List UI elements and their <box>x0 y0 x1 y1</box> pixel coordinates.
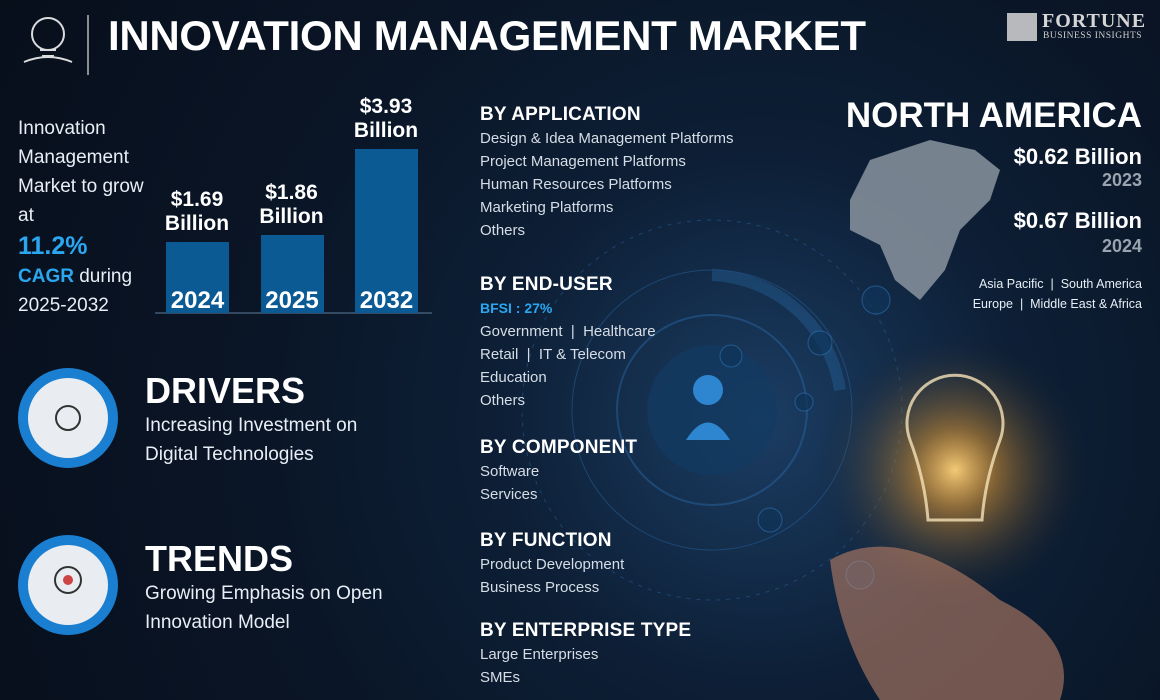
drivers-title: DRIVERS <box>145 370 306 411</box>
trends-text: Growing Emphasis on Open Innovation Mode… <box>145 583 383 633</box>
segment: BY APPLICATION Design & Idea Management … <box>480 103 733 242</box>
x-tick-label: 2025 <box>265 287 319 314</box>
segment-item: Human Resources Platforms <box>480 176 672 193</box>
value-label: $3.93 Billion <box>353 95 419 142</box>
segment-item: Business Process <box>480 579 600 596</box>
segment-item: Government | Healthcare <box>480 323 656 340</box>
region-year: 2024 <box>1101 236 1142 256</box>
segment-title: BY ENTERPRISE TYPE <box>480 620 692 641</box>
segment-item: Education <box>480 369 547 386</box>
segment: BY FUNCTION Product Development Business… <box>480 529 624 599</box>
trends-title: TRENDS <box>145 538 294 579</box>
brand: FORTUNE <box>1042 10 1147 32</box>
segment-item: Design & Idea Management Platforms <box>480 130 734 147</box>
region-title: NORTH AMERICA <box>845 96 1142 135</box>
segment-item: Project Management Platforms <box>480 153 686 170</box>
segment-title: BY END-USER <box>480 274 613 295</box>
segment: BY END-USER BFSI : 27% Government | Heal… <box>480 273 656 412</box>
cagr-period: during 2025-2032 <box>18 266 133 316</box>
cagr-label: CAGR <box>18 266 74 287</box>
bar <box>166 242 229 313</box>
segment-title: BY APPLICATION <box>480 104 641 125</box>
value-label: $1.69 Billion <box>164 188 230 236</box>
segment: BY COMPONENT Software Services <box>480 436 637 506</box>
brand-sub: BUSINESS INSIGHTS <box>1043 31 1143 41</box>
title: INNOVATION MANAGEMENT MARKET <box>108 12 866 59</box>
segment-item: Services <box>480 486 538 503</box>
bar <box>355 149 418 313</box>
segment-title: BY FUNCTION <box>480 530 612 551</box>
bar-chart: 2024 $1.69 Billion 2025 $1.86 Billion 2032 $3… <box>155 90 432 314</box>
drivers-text: Increasing Investment on Digital Technol… <box>145 415 358 465</box>
other-regions: Asia Pacific | South America <box>978 277 1142 291</box>
cagr-value: 11.2% <box>18 232 88 260</box>
segment-item: Software <box>480 463 540 480</box>
region-value: $0.62 Billion <box>1013 144 1142 169</box>
segment-item: Marketing Platforms <box>480 199 614 216</box>
segment-item: SMEs <box>480 669 521 686</box>
segment-item: Others <box>480 392 526 409</box>
region-year: 2023 <box>1101 170 1142 190</box>
segment-highlight: BFSI : 27% <box>480 300 553 316</box>
segment-item: Retail | IT & Telecom <box>480 346 626 363</box>
segment-title: BY COMPONENT <box>480 437 638 458</box>
x-tick-label: 2032 <box>359 287 414 314</box>
other-regions: Europe | Middle East & Africa <box>972 297 1142 311</box>
intro-text: Innovation Management Market to grow at <box>18 118 144 226</box>
segment-item: Large Enterprises <box>480 646 599 663</box>
segment-item: Product Development <box>480 556 625 573</box>
segment: BY ENTERPRISE TYPE Large Enterprises SME… <box>480 619 691 689</box>
region-value: $0.67 Billion <box>1013 208 1142 233</box>
x-tick-label: 2024 <box>170 287 225 314</box>
bar <box>260 235 324 313</box>
value-label: $1.86 Billion <box>259 181 324 229</box>
intro: Innovation Management Market to grow at … <box>18 114 146 320</box>
segment-item: Others <box>480 222 526 239</box>
